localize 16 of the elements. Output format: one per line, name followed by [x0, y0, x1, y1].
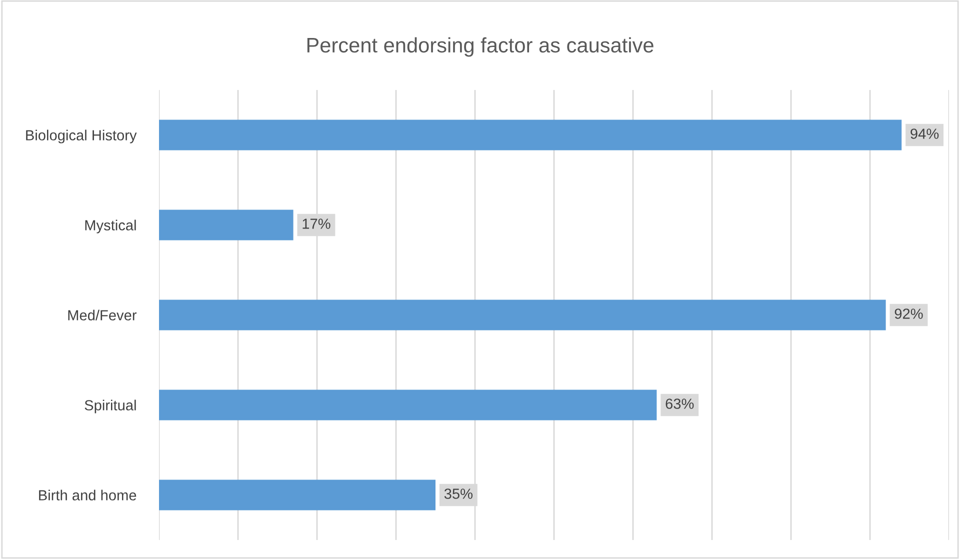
data-label: 35% — [444, 488, 473, 499]
y-tick-label: Mystical — [85, 220, 136, 234]
data-label: 63% — [666, 398, 694, 409]
data-label: 92% — [894, 308, 923, 319]
bar — [159, 480, 436, 510]
bar — [159, 120, 902, 150]
chart-title: Percent endorsing factor as causative — [307, 37, 654, 57]
bar — [159, 390, 657, 420]
y-tick-label: Biological History — [26, 130, 137, 144]
bar — [159, 210, 294, 240]
data-label: 94% — [910, 128, 939, 139]
y-tick-label: Spiritual — [84, 400, 136, 414]
data-label: 17% — [302, 218, 330, 229]
y-tick-label: Med/Fever — [68, 310, 137, 320]
y-tick-label: Birth and home — [39, 490, 136, 500]
bar — [159, 300, 886, 330]
